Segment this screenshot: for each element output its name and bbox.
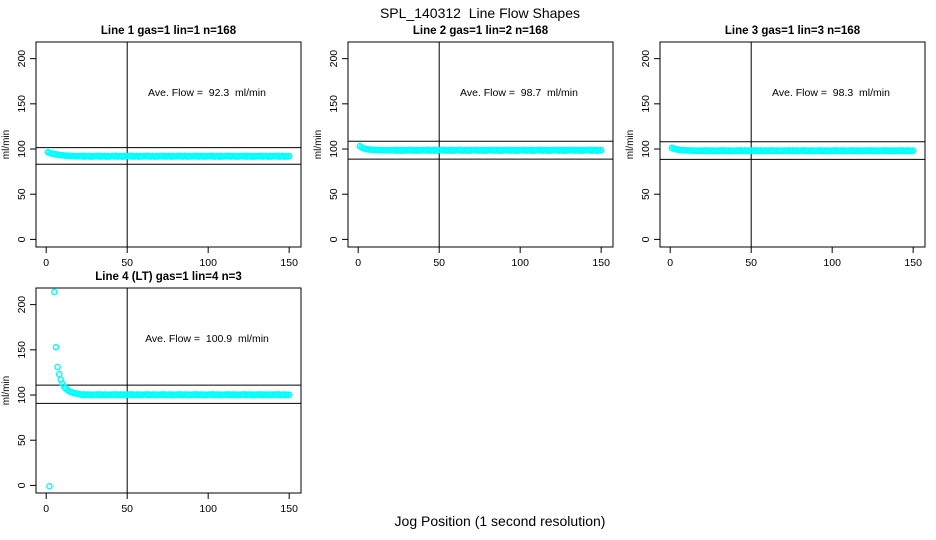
x-tick-label: 0 <box>43 503 49 514</box>
y-axis-title: ml/min <box>1 130 12 159</box>
plot-box <box>347 41 614 248</box>
ave-flow-annotation: Ave. Flow = 98.3 ml/min <box>772 87 890 99</box>
ave-flow-annotation: Ave. Flow = 92.3 ml/min <box>148 87 266 99</box>
plot-box <box>659 41 926 248</box>
data-point <box>285 391 293 398</box>
x-tick-label: 0 <box>667 257 673 268</box>
data-point <box>46 483 53 490</box>
y-axis-title: ml/min <box>313 130 324 159</box>
subplot-canvas: Line 2 gas=1 lin=2 n=168 0 50 100 150 0 50 100 1… <box>313 25 614 269</box>
x-tick-label: 0 <box>43 257 49 268</box>
y-tick-label: 100 <box>16 386 28 404</box>
data-point <box>909 147 917 154</box>
y-axis-title: ml/min <box>1 376 12 405</box>
x-tick-label: 100 <box>199 257 217 268</box>
y-tick-label: 0 <box>328 236 340 242</box>
data-points <box>356 142 605 155</box>
y-tick-label: 200 <box>16 50 28 68</box>
panel-title: Line 3 gas=1 lin=3 n=168 <box>725 25 861 37</box>
x-tick-label: 50 <box>121 503 133 514</box>
y-axis-title: ml/min <box>625 130 636 159</box>
x-tick-label: 150 <box>904 257 922 268</box>
y-tick-label: 150 <box>328 95 340 113</box>
x-tick-label: 100 <box>199 503 217 514</box>
y-tick-label: 0 <box>16 236 28 242</box>
data-point <box>55 370 63 378</box>
x-tick-label: 150 <box>592 257 610 268</box>
ave-flow-annotation: Ave. Flow = 100.9 ml/min <box>145 333 269 345</box>
subplot-canvas: Line 1 gas=1 lin=1 n=168 0 50 100 150 0 50 100 1… <box>1 25 302 269</box>
y-tick-label: 100 <box>16 140 28 158</box>
data-point <box>52 343 60 351</box>
data-point <box>285 152 293 160</box>
data-point <box>51 288 58 296</box>
subplot-canvas: Line 4 (LT) gas=1 lin=4 n=3 0 50 100 150 0 50 1… <box>1 271 302 515</box>
data-points <box>668 144 917 155</box>
y-tick-label: 50 <box>328 188 340 200</box>
ave-flow-annotation: Ave. Flow = 98.7 ml/min <box>460 87 578 99</box>
y-tick-label: 200 <box>16 296 28 314</box>
plot-box <box>35 41 302 248</box>
y-tick-label: 150 <box>640 95 652 113</box>
y-tick-label: 200 <box>328 50 340 68</box>
x-tick-label: 0 <box>355 257 361 268</box>
subplot-line-4: Line 4 (LT) gas=1 lin=4 n=3 0 50 100 150 0 50 1… <box>0 266 312 515</box>
x-tick-label: 50 <box>745 257 757 268</box>
x-tick-label: 50 <box>433 257 445 268</box>
x-tick-label: 100 <box>511 257 529 268</box>
data-point <box>597 146 605 154</box>
panel-title: Line 4 (LT) gas=1 lin=4 n=3 <box>95 271 241 283</box>
panel-title: Line 1 gas=1 lin=1 n=168 <box>101 25 237 37</box>
x-tick-label: 50 <box>121 257 133 268</box>
data-points <box>46 288 293 490</box>
y-tick-label: 150 <box>16 341 28 359</box>
plot-box <box>35 287 302 494</box>
data-points <box>44 148 293 161</box>
subplot-line-2: Line 2 gas=1 lin=2 n=168 0 50 100 150 0 50 100 1… <box>312 20 624 269</box>
panel-title: Line 2 gas=1 lin=2 n=168 <box>413 25 549 37</box>
y-tick-label: 0 <box>640 236 652 242</box>
x-tick-label: 150 <box>280 257 298 268</box>
y-tick-label: 150 <box>16 95 28 113</box>
subplot-line-1: Line 1 gas=1 lin=1 n=168 0 50 100 150 0 50 100 1… <box>0 20 312 269</box>
y-tick-label: 200 <box>640 50 652 68</box>
subplot-canvas: Line 3 gas=1 lin=3 n=168 0 50 100 150 0 50 100 1… <box>625 25 926 269</box>
subplot-line-3: Line 3 gas=1 lin=3 n=168 0 50 100 150 0 50 100 1… <box>624 20 936 269</box>
x-axis-label: Jog Position (1 second resolution) <box>394 513 606 529</box>
y-tick-label: 50 <box>640 188 652 200</box>
y-tick-label: 50 <box>16 188 28 200</box>
y-tick-label: 100 <box>328 140 340 158</box>
y-tick-label: 50 <box>16 434 28 446</box>
x-tick-label: 150 <box>280 503 298 514</box>
data-point <box>54 363 61 371</box>
y-tick-label: 100 <box>640 140 652 158</box>
y-tick-label: 0 <box>16 482 28 488</box>
x-tick-label: 100 <box>823 257 841 268</box>
figure-title: SPL_140312 Line Flow Shapes <box>379 5 581 21</box>
